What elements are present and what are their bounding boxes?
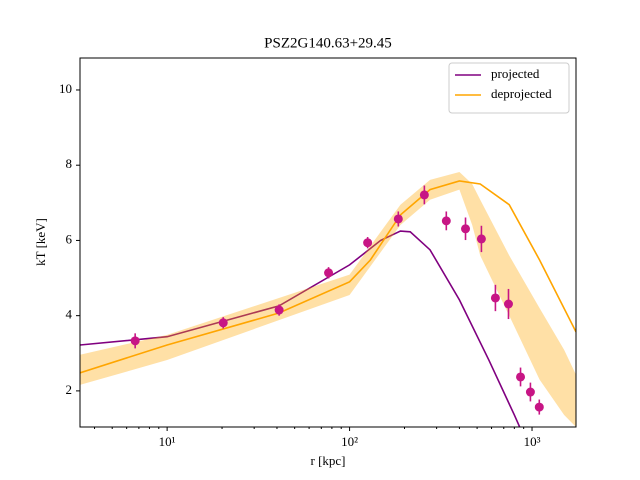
data-point <box>419 190 429 200</box>
y-tick-label: 6 <box>66 231 73 246</box>
x-tick-label: 10¹ <box>159 434 176 449</box>
legend-label: deprojected <box>491 86 552 101</box>
data-point <box>525 387 535 397</box>
data-point <box>461 224 471 234</box>
x-axis-label: r [kpc] <box>310 453 345 468</box>
y-axis-label: kT [keV] <box>33 218 48 266</box>
y-tick-label: 4 <box>66 307 73 322</box>
data-point <box>218 318 228 328</box>
data-point <box>324 268 334 278</box>
data-point <box>534 402 544 412</box>
confidence-band <box>80 171 576 427</box>
x-tick-label: 10² <box>341 434 358 449</box>
data-point <box>441 216 451 226</box>
line <box>80 180 576 374</box>
plot-frame <box>79 57 577 428</box>
y-tick-label: 8 <box>66 156 73 171</box>
plot-area <box>80 171 576 427</box>
data-point <box>130 336 140 346</box>
line <box>80 230 521 427</box>
data-point <box>503 299 513 309</box>
y-tick-label: 2 <box>66 382 73 397</box>
data-point <box>490 293 500 303</box>
legend-label: projected <box>491 66 540 81</box>
data-point <box>516 372 526 382</box>
y-tick-label: 10 <box>59 81 72 96</box>
data-point <box>363 238 373 248</box>
data-point <box>476 234 486 244</box>
data-point <box>393 214 403 224</box>
x-tick-label: 10³ <box>524 434 541 449</box>
chart-title: PSZ2G140.63+29.45 <box>264 35 392 51</box>
data-point <box>274 305 284 315</box>
